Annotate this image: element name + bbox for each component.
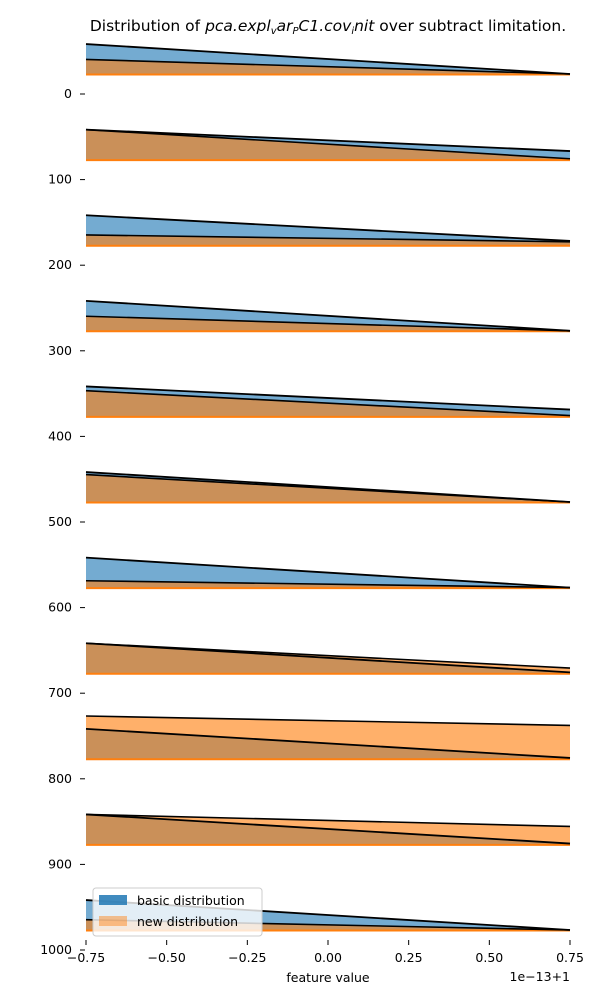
y-axis: 0 100 200 300 400 500 600 700 800 900 1000 (40, 86, 85, 957)
title-math: pca.expl (204, 17, 271, 35)
ridge-basic-line-600 (85, 556, 571, 589)
ridge-basic-line-400 (85, 385, 571, 411)
title-math-2: ar (277, 17, 294, 35)
x-tick-label-5: 0.50 (475, 950, 503, 965)
ridge-new-line-100 (85, 128, 571, 160)
ridge-new-line-300 (85, 315, 571, 332)
ridge-basic-line-300 (85, 299, 571, 332)
ridges-layer (85, 43, 571, 932)
ridge-basic-line-800 (85, 727, 571, 759)
x-tick-label-0: −0.75 (67, 950, 105, 965)
x-axis: −0.75 −0.50 −0.25 0.00 0.25 0.50 0.75 (67, 940, 584, 965)
ridge-new-line-0 (85, 58, 571, 75)
title-math-3: C1.cov (299, 17, 353, 35)
ridge-900 (85, 813, 571, 846)
ridge-new-line-900 (85, 813, 571, 828)
y-tick-label-9: 900 (48, 856, 72, 871)
x-tick-label-2: −0.25 (228, 950, 266, 965)
ridge-800 (85, 715, 571, 761)
y-tick-label-8: 800 (48, 771, 72, 786)
legend-label-new: new distribution (137, 914, 238, 929)
chart-title: Distribution of pca.explvarPC1.covinit o… (90, 17, 566, 37)
x-axis-label: feature value (286, 970, 370, 985)
ridge-0 (85, 43, 571, 76)
ridge-new-area-200 (86, 234, 570, 246)
ridge-new-line-400 (85, 389, 571, 417)
ridge-300 (85, 299, 571, 333)
y-tick-label-6: 600 (48, 600, 72, 615)
ridge-basic-line-100 (85, 128, 571, 152)
ridge-new-line-200 (85, 234, 571, 243)
x-tick-label-6: 0.75 (556, 950, 584, 965)
legend-swatch-basic (99, 895, 127, 905)
y-tick-label-7: 700 (48, 685, 72, 700)
ridge-basic-line-500 (85, 471, 571, 503)
ridge-400 (85, 385, 571, 418)
x-tick-label-1: −0.50 (148, 950, 186, 965)
title-prefix: Distribution of (90, 17, 205, 35)
title-sub-3: i (351, 26, 354, 37)
ridge-700 (85, 642, 571, 675)
y-tick-label-4: 400 (48, 428, 72, 443)
ridge-600 (85, 556, 571, 590)
y-tick-label-10: 1000 (40, 942, 72, 957)
x-offset-label: 1e−13+1 (510, 969, 570, 984)
legend: basic distribution new distribution (92, 887, 263, 937)
x-tick-label-3: 0.00 (314, 950, 342, 965)
ridge-new-area-800 (86, 716, 570, 759)
y-tick-label-2: 200 (48, 257, 72, 272)
ridge-500 (85, 471, 571, 504)
ridge-new-line-800 (85, 715, 571, 727)
ridge-new-line-600 (85, 579, 571, 589)
legend-swatch-new (99, 916, 127, 926)
x-tick-label-4: 0.25 (395, 950, 423, 965)
ridge-basic-line-0 (85, 43, 571, 75)
title-suffix: over subtract limitation. (374, 17, 566, 35)
y-tick-label-1: 100 (48, 172, 72, 187)
y-tick-label-0: 0 (64, 86, 72, 101)
ridge-200 (85, 214, 571, 247)
title-sub-1: v (271, 26, 278, 37)
legend-label-basic: basic distribution (137, 893, 245, 908)
ridge-basic-line-900 (85, 813, 571, 845)
ridge-100 (85, 128, 571, 162)
ridge-basic-line-700 (85, 642, 571, 674)
y-tick-label-3: 300 (48, 343, 72, 358)
title-math-4: nit (354, 17, 375, 35)
ridge-basic-line-200 (85, 214, 571, 242)
y-tick-label-5: 500 (48, 514, 72, 529)
title-sub-2: P (293, 26, 300, 37)
legend-frame (92, 887, 263, 937)
